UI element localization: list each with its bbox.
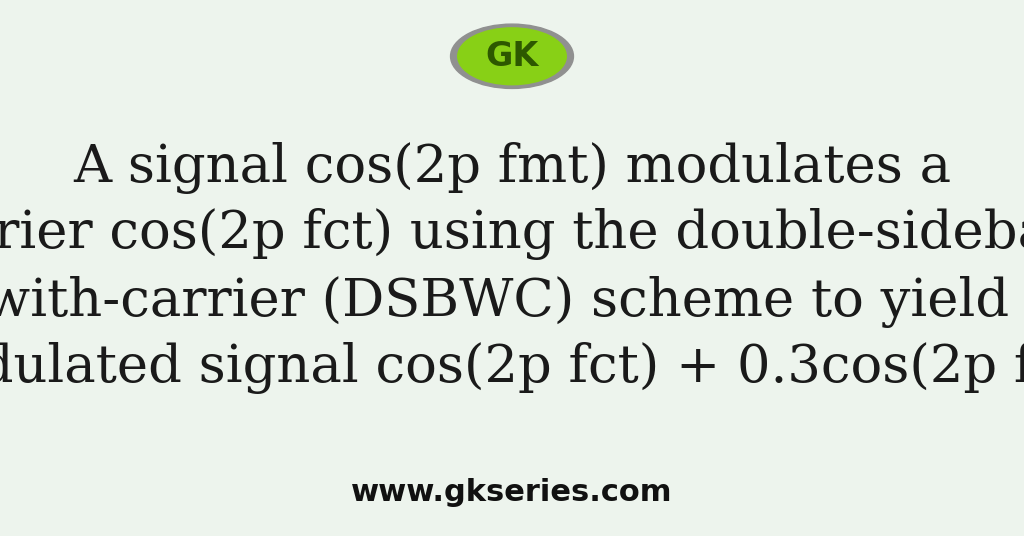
Text: -with-carrier (DSBWC) scheme to yield a: -with-carrier (DSBWC) scheme to yield a <box>0 276 1024 327</box>
Text: A signal cos(2p fmt) modulates a: A signal cos(2p fmt) modulates a <box>73 142 951 193</box>
Text: www.gkseries.com: www.gkseries.com <box>351 478 673 507</box>
Text: carrier cos(2p fct) using the double-sideband: carrier cos(2p fct) using the double-sid… <box>0 209 1024 260</box>
Circle shape <box>458 28 566 85</box>
Text: modulated signal cos(2p fct) + 0.3cos(2p fmt): modulated signal cos(2p fct) + 0.3cos(2p… <box>0 343 1024 394</box>
Text: GK: GK <box>485 40 539 73</box>
Circle shape <box>451 24 573 88</box>
